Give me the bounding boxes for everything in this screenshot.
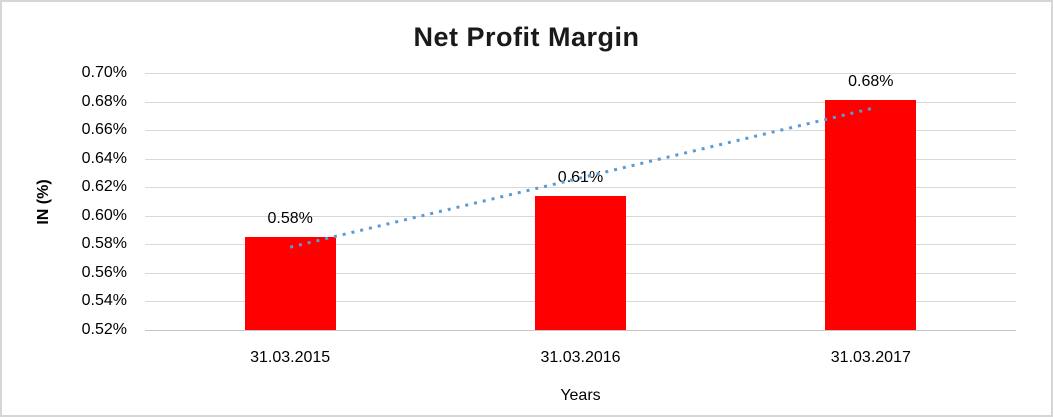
bar <box>535 195 626 330</box>
trendline <box>289 107 872 249</box>
bar <box>825 100 917 330</box>
gridline <box>145 101 1016 103</box>
y-tick-label: 0.64% <box>81 149 127 167</box>
gridline <box>145 73 1016 74</box>
y-tick-label: 0.66% <box>81 121 127 139</box>
chart-title: Net Profit Margin <box>413 22 640 52</box>
gridline <box>145 130 1016 132</box>
x-axis-title: Years <box>560 387 601 404</box>
y-tick-label: 0.68% <box>81 92 127 110</box>
y-tick-label: 0.52% <box>81 321 127 338</box>
bar-value-label: 0.58% <box>267 210 313 228</box>
gridline <box>145 158 1016 160</box>
gridline <box>145 187 1016 189</box>
y-tick-label: 0.70% <box>81 64 127 81</box>
x-tick-label: 31.03.2016 <box>540 349 621 366</box>
y-tick-label: 0.60% <box>81 206 127 224</box>
plot-area: 0.58%31.03.20150.61%31.03.20160.68%31.03… <box>145 73 1016 366</box>
y-tick-label: 0.56% <box>81 263 127 281</box>
x-tick-label: 31.03.2017 <box>830 349 911 366</box>
y-tick-label: 0.62% <box>81 178 127 196</box>
y-tick-label: 0.58% <box>81 235 127 253</box>
y-tick-label: 0.54% <box>81 292 127 310</box>
bar <box>244 237 336 330</box>
x-tick-label: 31.03.2015 <box>250 349 331 366</box>
bar-value-label: 0.68% <box>848 73 894 91</box>
gridline <box>145 330 1016 331</box>
